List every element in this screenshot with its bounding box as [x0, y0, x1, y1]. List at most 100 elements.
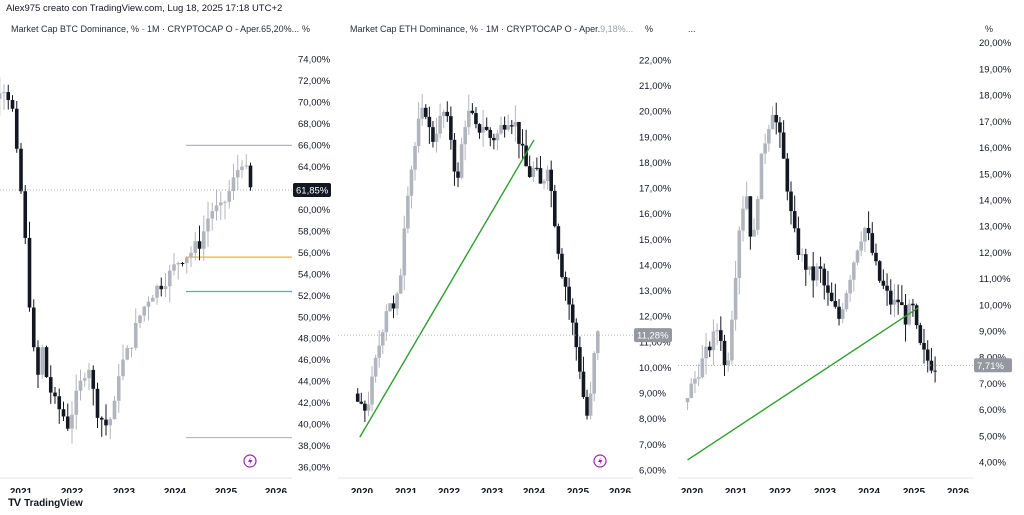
y-tick-label: 4,00% [979, 458, 1006, 469]
candle-body [696, 377, 701, 379]
candle-body [885, 285, 889, 291]
y-tick-label: 40,00% [298, 420, 331, 431]
candle-body [733, 277, 738, 320]
y-tick-label: 20,00% [979, 38, 1012, 49]
candle-body [585, 397, 589, 416]
candle-body [133, 322, 138, 348]
x-tick-label: 2022 [438, 487, 461, 493]
candle-body [581, 371, 586, 398]
candle-body [881, 280, 886, 286]
eth-dominance-panel[interactable]: 2020 2021 2022 2023 2024 2025 2026 22,00% 21,00%… [338, 18, 678, 493]
x-tick-label: 2024 [164, 487, 187, 493]
candle-body [57, 396, 62, 410]
candle-body [911, 303, 915, 306]
candle-body [434, 133, 439, 142]
y-tick-label: 22,00% [639, 55, 672, 66]
candle-body [40, 347, 45, 375]
candle-body [163, 286, 168, 290]
candle-body [840, 309, 845, 319]
candle-body [517, 121, 521, 144]
y-tick-label: 8,00% [979, 353, 1006, 364]
candle-body [27, 237, 32, 308]
x-tick-label: 2026 [265, 487, 288, 493]
candle-body [244, 165, 249, 167]
candle-body [826, 285, 830, 293]
candle-body [2, 92, 6, 94]
third-dominance-chart[interactable]: 2020 2021 2022 2023 2024 2025 2026 20,00% 19,00%… [678, 18, 1024, 493]
candle-body [748, 196, 753, 237]
candle-body [848, 279, 852, 294]
candle-body [441, 111, 446, 116]
candle-body [693, 378, 697, 384]
candle-body [445, 111, 450, 117]
candle-body [863, 227, 867, 242]
y-tick-label: 12,00% [979, 248, 1012, 259]
x-tick-label: 2026 [609, 487, 632, 493]
candle-body [520, 143, 525, 146]
candle-body [91, 369, 96, 389]
y-tick-label: 66,00% [298, 140, 331, 151]
candle-body [235, 170, 240, 178]
x-tick-label: 2023 [814, 487, 837, 493]
candle-body [527, 166, 532, 177]
y-tick-label: 50,00% [298, 312, 331, 323]
candle-body [560, 253, 564, 278]
trend-line [359, 139, 535, 438]
y-tick-label: 13,00% [979, 222, 1012, 233]
lightning-icon [593, 454, 607, 468]
candle-body [829, 292, 834, 301]
candle-body [423, 107, 428, 117]
y-tick-label: 11,00% [979, 274, 1011, 285]
last-price-label: 11,28% [637, 331, 669, 342]
candle-body [359, 401, 364, 404]
candle-body [159, 285, 164, 290]
candle-body [524, 145, 528, 167]
candle-body [0, 93, 2, 99]
candle-body [218, 202, 223, 206]
candle-body [112, 400, 117, 420]
candle-body [214, 205, 219, 212]
candle-body [189, 252, 193, 258]
btc-dominance-panel[interactable]: 2021 2022 2023 2024 2025 2026 74,00% 72,00% 70,0… [0, 18, 338, 493]
btc-dominance-chart[interactable]: 2021 2022 2023 2024 2025 2026 74,00% 72,00% 70,0… [0, 18, 338, 493]
candle-body [474, 113, 478, 125]
eth-dominance-chart[interactable]: 2020 2021 2022 2023 2024 2025 2026 22,00% 21,00%… [338, 18, 678, 493]
candle-body [570, 304, 575, 323]
candle-body [23, 191, 28, 238]
candle-body [53, 392, 57, 397]
candle-body [914, 305, 919, 326]
candle-body [438, 115, 442, 134]
candle-body [398, 275, 403, 294]
third-dominance-panel[interactable]: 2020 2021 2022 2023 2024 2025 2026 20,00% 19,00%… [678, 18, 1024, 493]
x-tick-label: 2023 [113, 487, 136, 493]
y-tick-label: 13,00% [639, 286, 672, 297]
lightning-bolt-icon [248, 457, 253, 466]
x-tick-label: 2026 [947, 487, 970, 493]
candle-body [574, 322, 579, 348]
candle-body [933, 370, 937, 372]
candle-body [800, 254, 804, 256]
candle-body [78, 380, 83, 391]
y-tick-label: 46,00% [298, 355, 331, 366]
candle-body [499, 124, 503, 134]
tradingview-footer[interactable]: TV TradingView [8, 497, 83, 509]
candle-body [142, 306, 147, 316]
x-tick-label: 2024 [523, 487, 546, 493]
y-tick-label: 74,00% [298, 54, 331, 65]
y-tick-label: 52,00% [298, 291, 331, 302]
y-tick-label: 17,00% [979, 117, 1012, 128]
candle-body [770, 114, 775, 130]
y-tick-label: 9,00% [979, 326, 1006, 337]
candle-body [737, 230, 742, 278]
candle-body [413, 146, 417, 170]
candle-body [837, 306, 841, 319]
candle-body [201, 231, 206, 249]
candle-body [61, 409, 66, 417]
candle-body [406, 195, 410, 229]
candle-body [567, 286, 571, 305]
candle-body [595, 331, 600, 354]
y-tick-label: 64,00% [298, 162, 331, 173]
candle-body [172, 264, 176, 271]
candle-body [129, 347, 134, 349]
candle-body [104, 419, 108, 426]
